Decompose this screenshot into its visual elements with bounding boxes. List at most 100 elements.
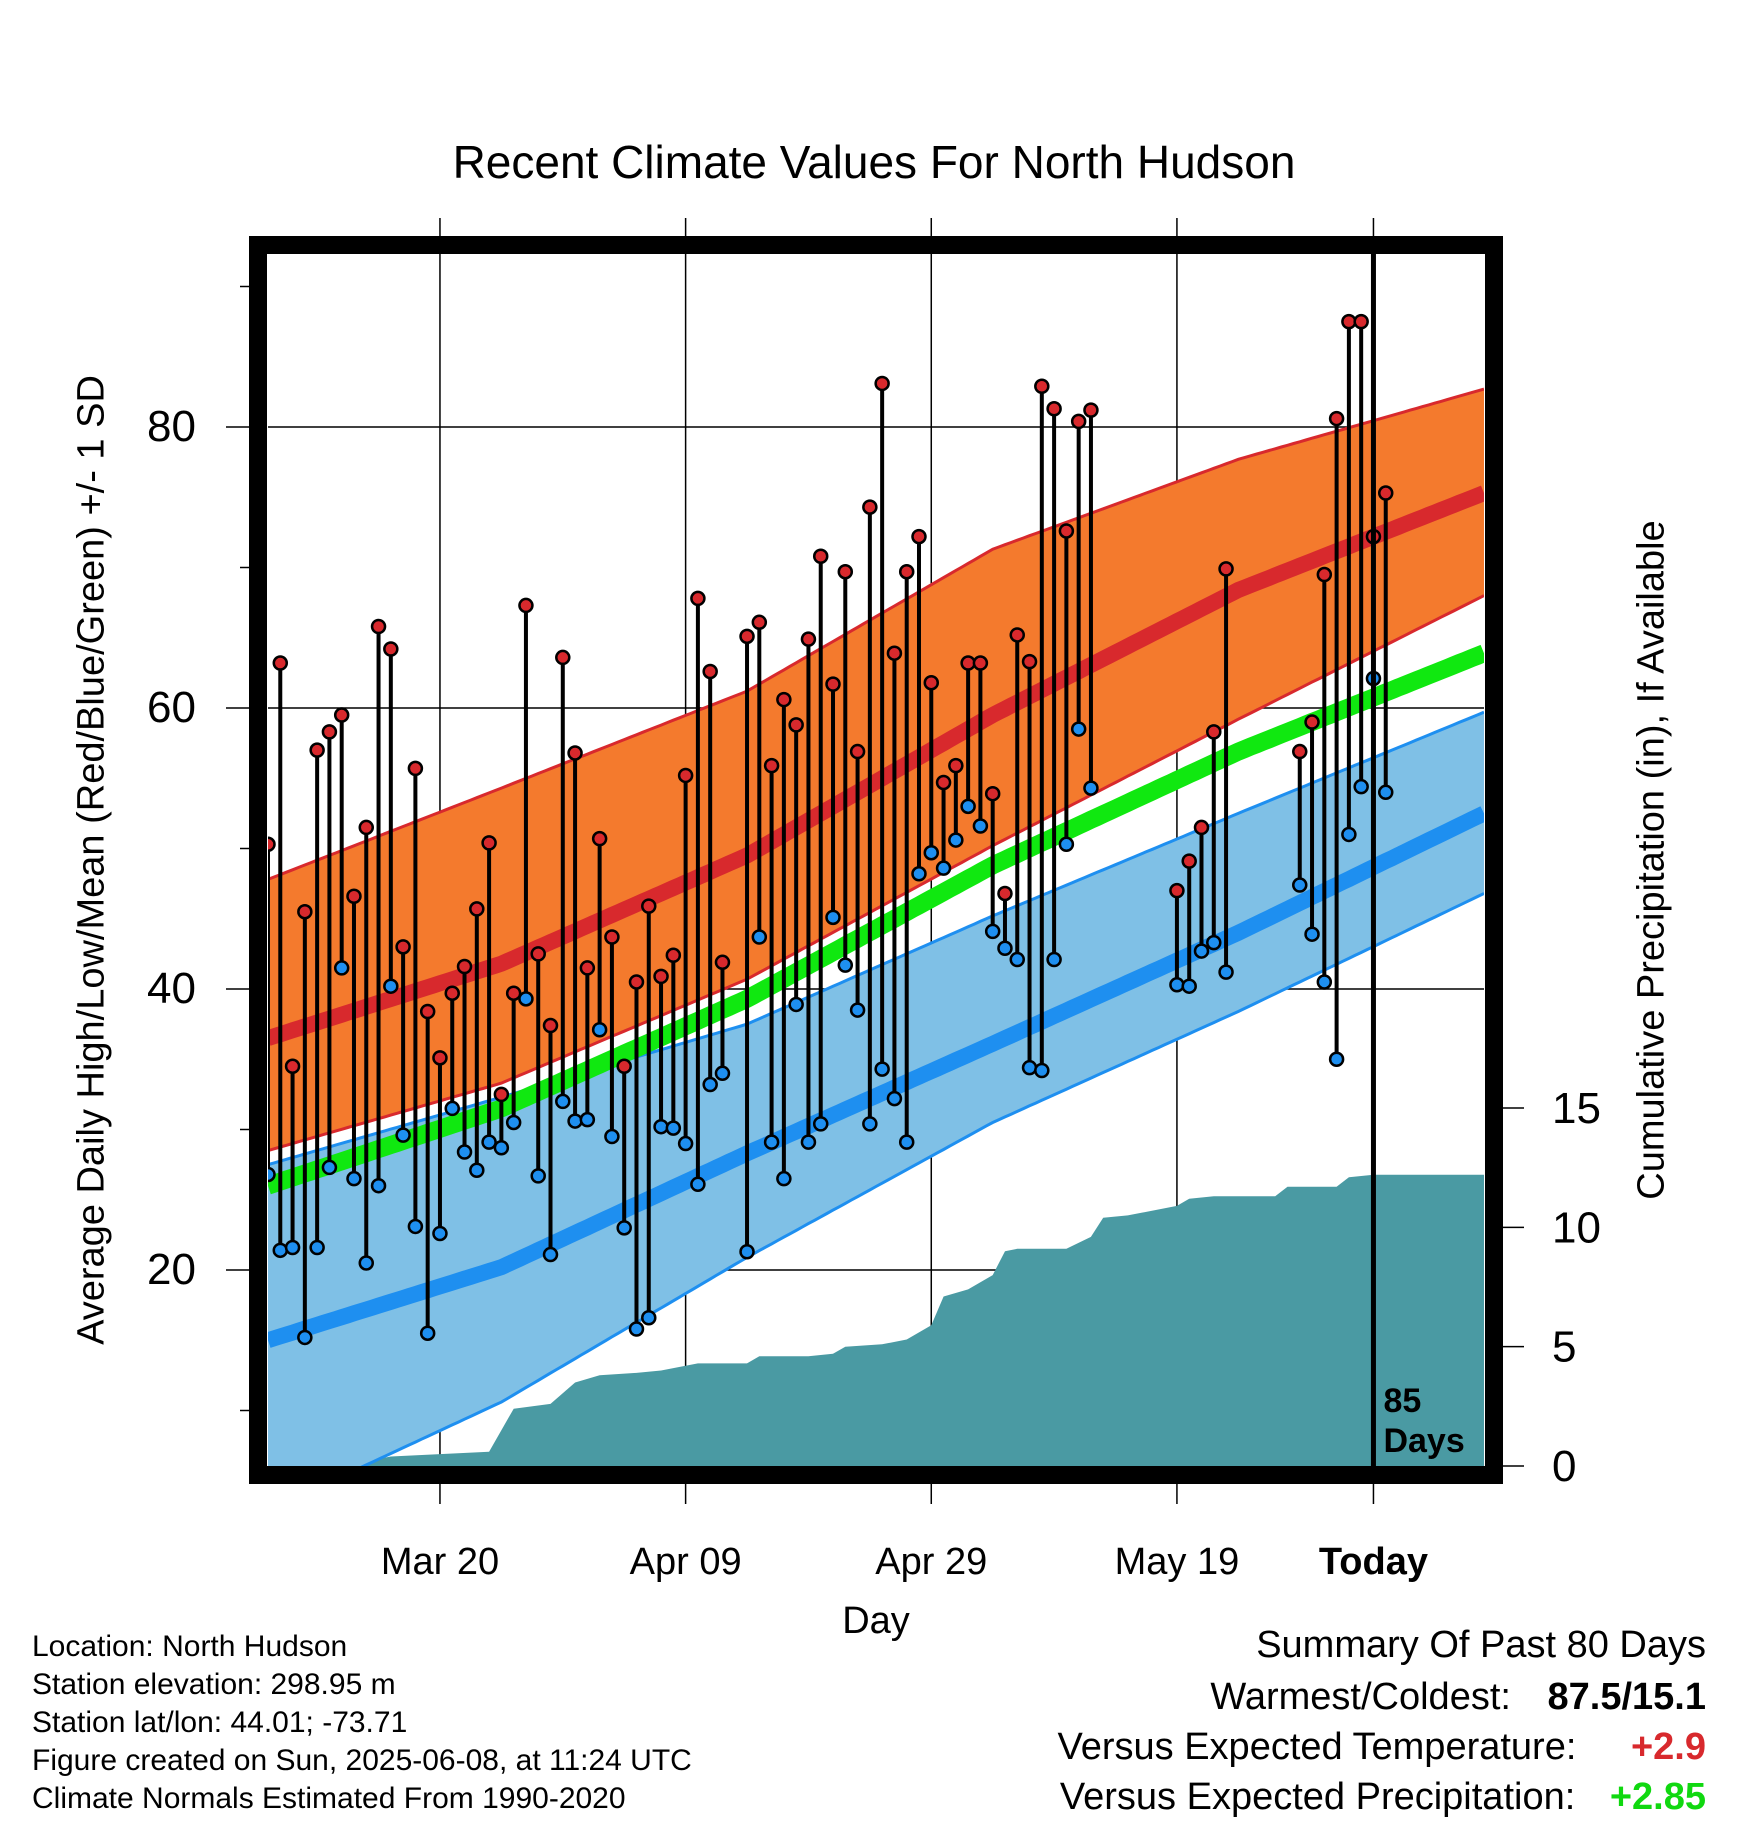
daily-high-point — [825, 676, 841, 692]
x-tick-label-3: May 19 — [1115, 1541, 1240, 1583]
daily-high-point — [1353, 313, 1369, 330]
daily-low-point — [997, 940, 1013, 957]
daily-low-point — [272, 1242, 289, 1259]
daily-low-point — [665, 1120, 682, 1136]
daily-low-point — [874, 1061, 890, 1077]
daily-high-point — [739, 628, 755, 645]
daily-high-point — [665, 947, 682, 964]
daily-low-point — [825, 909, 841, 926]
daily-high-point — [268, 836, 276, 853]
daily-low-point — [751, 929, 768, 945]
daily-high-point — [1292, 743, 1308, 760]
daily-low-point — [837, 957, 854, 973]
daily-low-point — [1009, 951, 1026, 968]
daily-low-point — [567, 1113, 583, 1129]
daily-high-point — [444, 985, 460, 1001]
daily-low-point — [1021, 1059, 1038, 1076]
daily-low-point — [1341, 826, 1357, 843]
daily-high-point — [862, 499, 878, 515]
high-sd-band — [268, 389, 1484, 1151]
daily-high-point — [776, 691, 792, 708]
daily-high-point — [751, 614, 768, 631]
daily-high-point — [837, 563, 854, 580]
daily-high-point — [469, 901, 485, 917]
y-tick-label-60: 60 — [147, 683, 196, 732]
high-sd-lower-edge — [268, 594, 1484, 1153]
daily-high-point — [321, 724, 338, 740]
y2-tick-label-0: 0 — [1552, 1442, 1576, 1491]
daily-high-point — [874, 375, 890, 392]
daily-high-point — [984, 785, 1001, 802]
daily-low-point — [960, 798, 976, 815]
low-sd-upper-edge — [268, 710, 1484, 1167]
daily-high-point — [358, 819, 375, 836]
daily-high-point — [456, 958, 473, 975]
daily-low-point — [1328, 1051, 1345, 1067]
daily-high-point — [935, 774, 952, 791]
daily-high-point — [567, 745, 583, 761]
daily-low-point — [677, 1135, 694, 1152]
daily-high-point — [641, 898, 657, 914]
daily-high-point — [407, 760, 424, 777]
daily-low-point — [714, 1065, 731, 1082]
daily-low-point — [530, 1168, 546, 1184]
daily-high-point — [788, 717, 804, 733]
daily-low-point — [739, 1243, 755, 1260]
y2-tick-label-5: 5 — [1552, 1323, 1576, 1372]
daily-low-point — [800, 1134, 817, 1150]
x-axis-label: Day — [842, 1600, 910, 1642]
daily-low-point — [346, 1170, 362, 1187]
y2-tick-label-10: 10 — [1552, 1203, 1601, 1252]
daily-low-point — [788, 996, 804, 1013]
daily-low-point — [383, 978, 399, 994]
daily-high-point — [1206, 724, 1222, 740]
daily-low-point — [1316, 974, 1333, 990]
daily-low-point — [1070, 721, 1087, 737]
daily-high-point — [1034, 378, 1050, 395]
daily-high-point — [542, 1017, 559, 1034]
daily-high-point — [1169, 882, 1185, 899]
footer-elevation: Station elevation: 298.95 m — [32, 1668, 396, 1701]
daily-low-point — [518, 991, 534, 1007]
daily-high-point — [395, 939, 411, 955]
daily-high-point — [1021, 653, 1038, 670]
daily-low-point — [481, 1134, 497, 1150]
daily-high-point — [911, 528, 927, 545]
daily-high-point — [493, 1086, 510, 1103]
y2-axis-label: Cumulative Precipitation (in), If Availa… — [1630, 520, 1673, 1200]
daily-high-point — [555, 649, 571, 666]
daily-low-point — [493, 1140, 510, 1156]
footer-normals: Climate Normals Estimated From 1990-2020 — [32, 1782, 626, 1815]
daily-low-point — [309, 1239, 325, 1256]
daily-high-point — [714, 954, 731, 971]
daily-low-point — [923, 844, 940, 861]
summary-warmest-coldest: Warmest/Coldest: 87.5/15.1 — [1210, 1676, 1706, 1719]
chart-title: Recent Climate Values For North Hudson — [452, 136, 1296, 188]
normal-high-line — [268, 485, 1484, 1046]
daily-high-point — [383, 641, 399, 657]
daily-high-point — [948, 757, 964, 774]
y-tick-label-80: 80 — [147, 402, 196, 451]
daily-low-point — [1181, 978, 1197, 994]
daily-high-point — [579, 960, 596, 976]
daily-low-point — [1193, 943, 1210, 959]
daily-low-point — [555, 1093, 571, 1110]
daily-low-point — [849, 1002, 866, 1018]
plot-frame — [249, 236, 1503, 1484]
daily-high-point — [591, 830, 608, 847]
daily-low-point — [1046, 951, 1062, 968]
daily-low-point — [935, 860, 952, 876]
daily-low-point — [690, 1176, 706, 1193]
daily-high-point — [370, 618, 387, 635]
daily-low-point — [1083, 780, 1099, 796]
daily-high-point — [419, 1003, 436, 1020]
footer-latlon: Station lat/lon: 44.01; -73.71 — [32, 1706, 408, 1739]
daily-high-point — [518, 597, 534, 614]
daily-low-point — [469, 1162, 485, 1178]
daily-low-point — [948, 832, 964, 848]
daily-high-point — [530, 946, 546, 962]
daily-high-point — [690, 590, 706, 607]
daily-low-point — [395, 1127, 411, 1143]
